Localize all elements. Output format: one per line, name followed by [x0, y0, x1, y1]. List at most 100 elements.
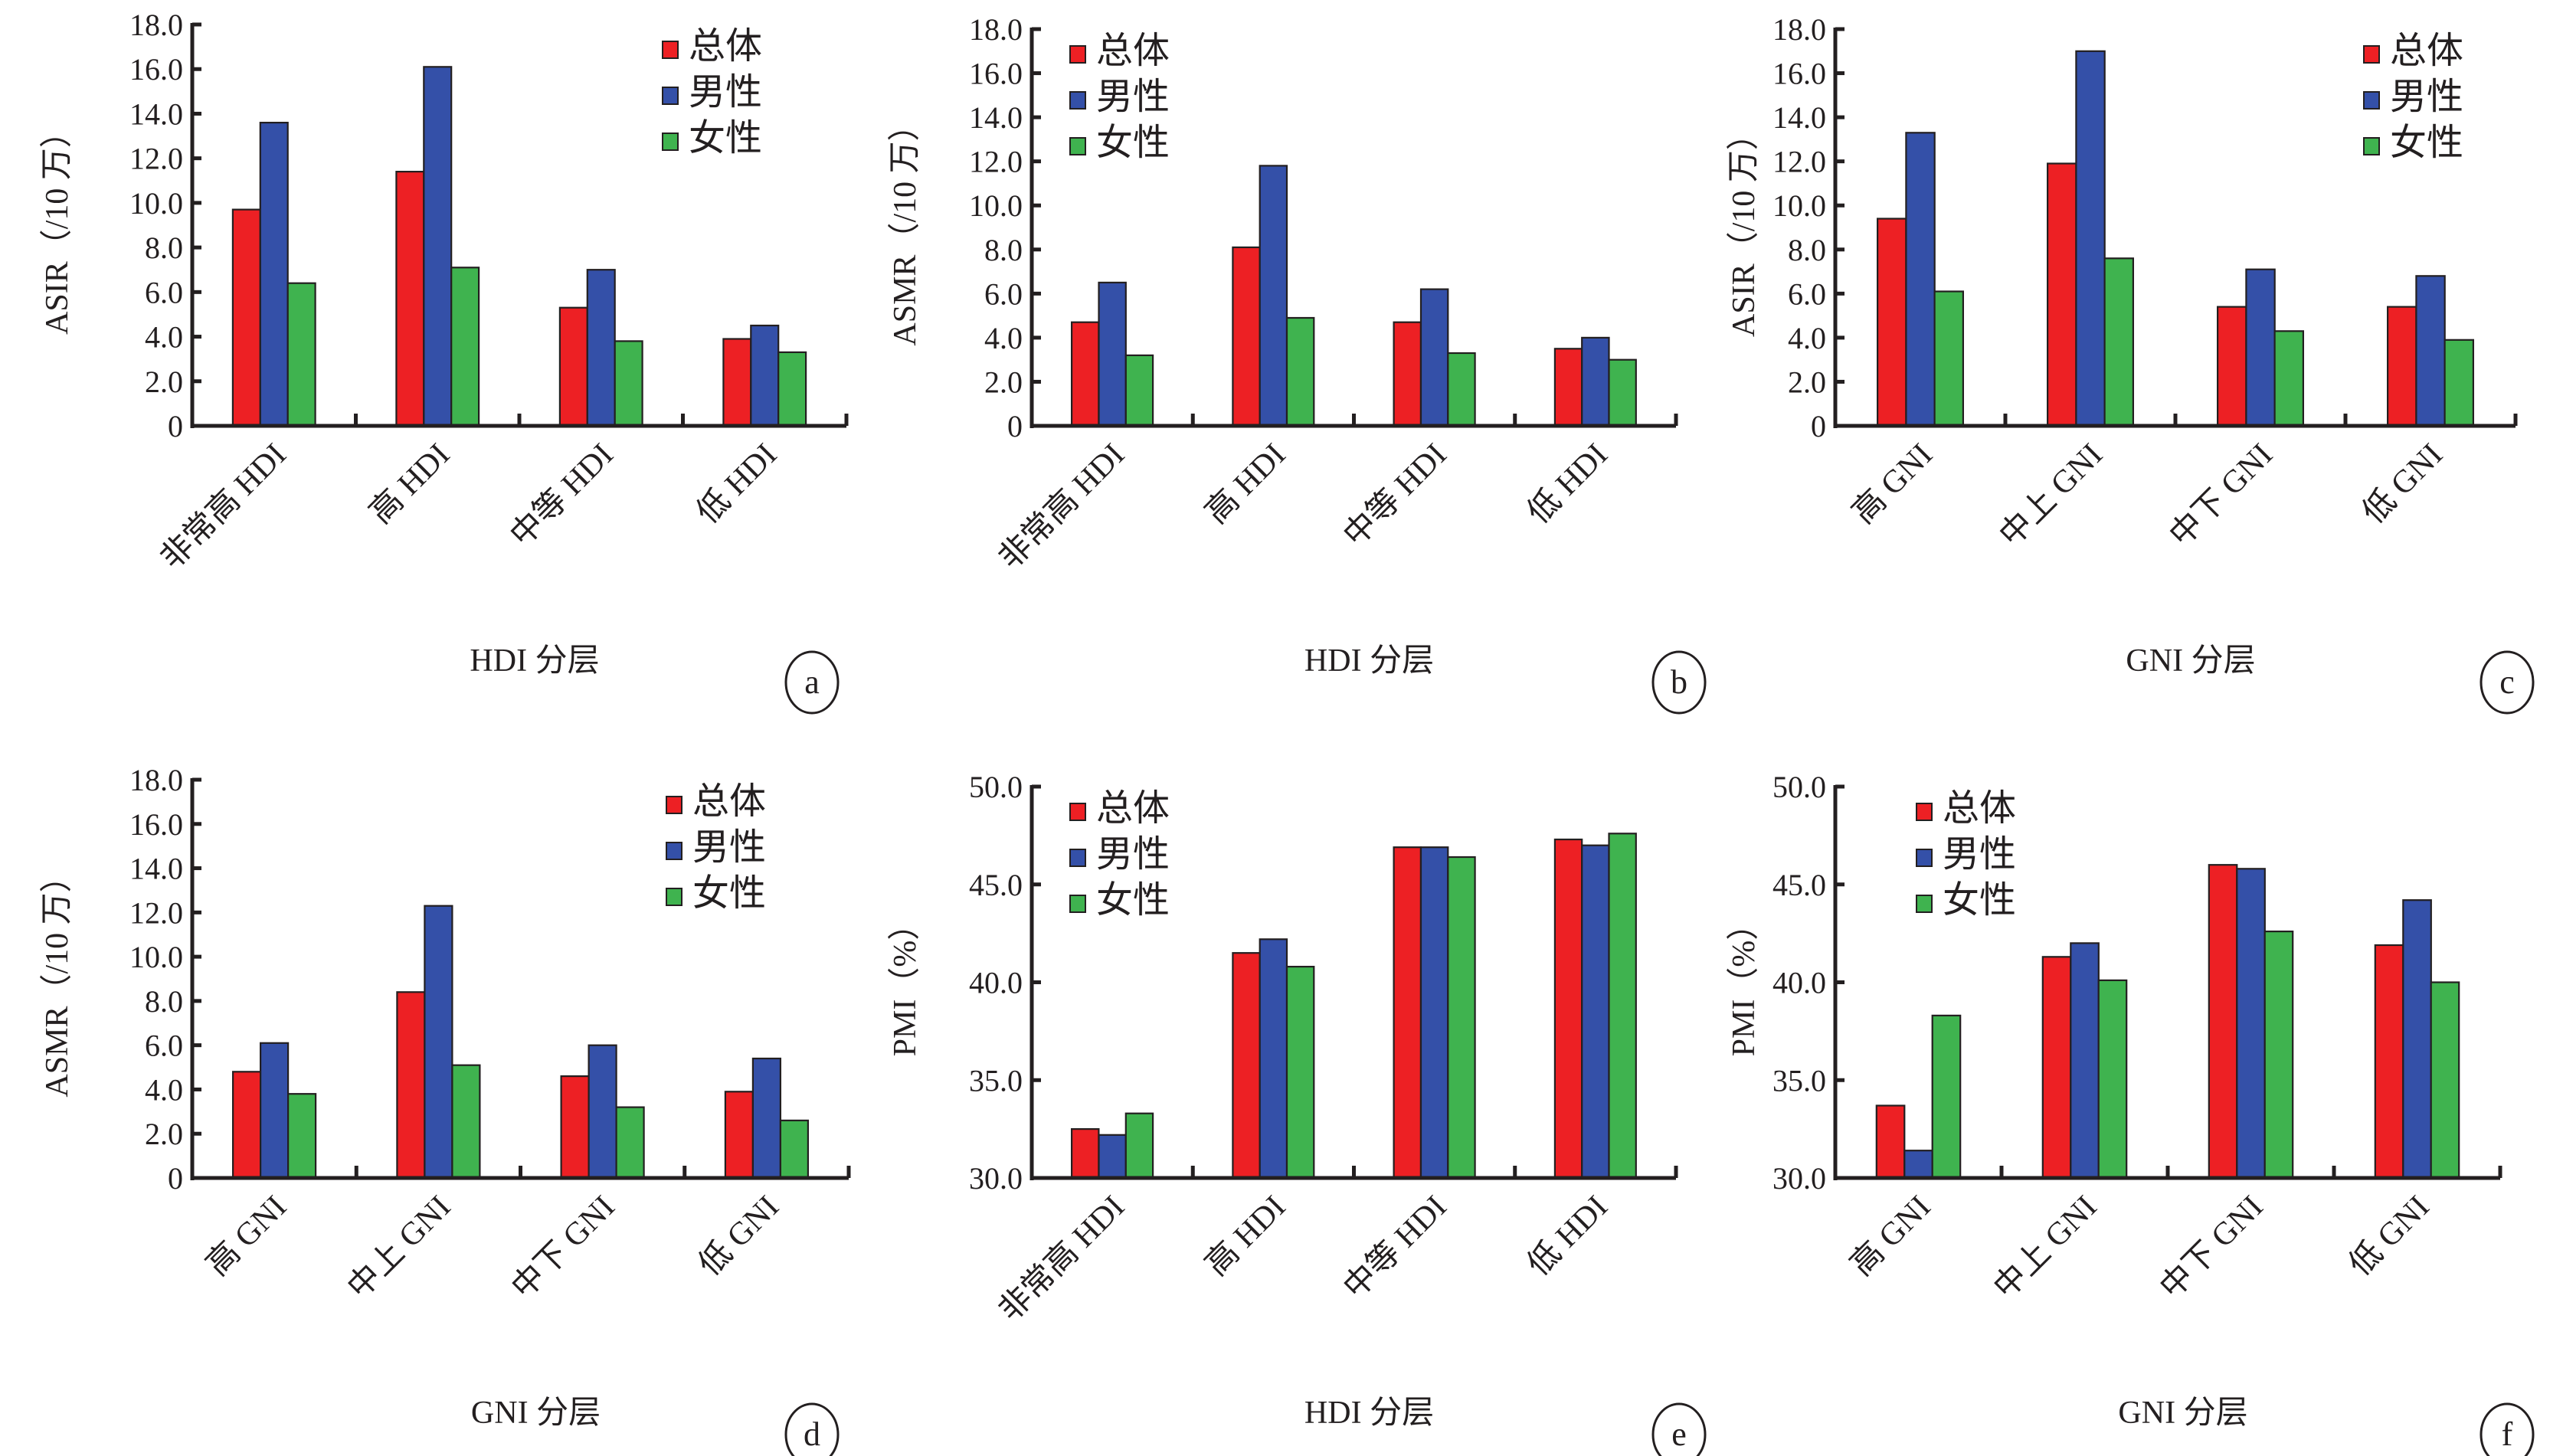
y-tick-label: 4.0 [984, 321, 1023, 355]
bar-a-1-2 [450, 267, 480, 427]
legend-swatch [1069, 91, 1086, 110]
y-tick-label: 50.0 [969, 770, 1023, 804]
x-axis-title: GNI 分层 [2126, 643, 2255, 679]
bar-e-1-2 [1285, 965, 1315, 1180]
y-tick-label: 8.0 [984, 233, 1023, 267]
bar-a-2-1 [586, 269, 616, 427]
x-category-label: 中上 GNI [341, 1189, 457, 1306]
chart-panel-e: 30.0 35.0 40.0 45.0 50.0 非常高 HDI 高 HDI 中等 HDI 低 … [888, 770, 1707, 1456]
y-tick-label: 6.0 [145, 275, 183, 309]
legend-swatch [1069, 45, 1086, 64]
bar-f-3-1 [2402, 899, 2432, 1180]
y-tick-label: 4.0 [145, 1072, 183, 1107]
legend-swatch [1069, 803, 1086, 821]
legend-swatch [1069, 849, 1086, 867]
y-tick-label: 14.0 [129, 97, 183, 131]
bar-c-0-1 [1905, 132, 1936, 427]
y-tick-label: 12.0 [129, 895, 183, 930]
bar-b-1-0 [1232, 246, 1261, 427]
y-tick-label: 0 [168, 409, 183, 443]
panel-letter: e [1671, 1415, 1687, 1453]
y-tick-label: 12.0 [129, 142, 183, 176]
bar-b-2-0 [1393, 321, 1422, 427]
bar-f-2-1 [2236, 868, 2266, 1180]
legend-label: 总体 [692, 781, 766, 822]
bar-f-3-0 [2374, 944, 2404, 1180]
legend-swatch [1916, 803, 1933, 821]
y-tick-label: 10.0 [129, 186, 183, 221]
bar-d-2-2 [615, 1106, 645, 1180]
bar-f-2-2 [2263, 930, 2294, 1180]
bar-c-3-2 [2444, 339, 2475, 427]
bar-c-1-2 [2103, 257, 2135, 427]
y-tick-label: 0 [1811, 409, 1826, 443]
x-category-label: 高 HDI [1199, 437, 1292, 531]
legend-label: 女性 [692, 873, 766, 914]
y-tick-label: 30.0 [969, 1161, 1023, 1196]
bar-b-3-0 [1553, 348, 1583, 427]
legend-label: 总体 [689, 26, 762, 67]
bar-c-1-1 [2075, 50, 2106, 427]
y-tick-label: 45.0 [969, 868, 1023, 902]
legend-swatch [662, 87, 679, 105]
bar-d-3-1 [751, 1057, 782, 1180]
bar-a-1-1 [423, 66, 453, 427]
bar-c-3-1 [2415, 275, 2446, 427]
legend-label: 男性 [692, 827, 766, 868]
y-tick-label: 18.0 [129, 8, 183, 42]
x-category-label: 中下 GNI [2163, 437, 2280, 554]
y-axis-title: ASIR（/10 万） [40, 116, 75, 335]
bar-e-3-2 [1608, 833, 1637, 1180]
bar-f-0-2 [1931, 1014, 1962, 1180]
y-tick-label: 4.0 [145, 320, 183, 355]
panel-letter-circle [1651, 1402, 1707, 1456]
legend-label: 男性 [1096, 834, 1170, 875]
bar-c-1-0 [2047, 162, 2077, 427]
y-tick-label: 14.0 [129, 852, 183, 886]
y-tick-label: 16.0 [969, 57, 1023, 91]
legend-swatch [2363, 137, 2380, 155]
bar-a-0-0 [231, 208, 261, 427]
bar-d-1-2 [451, 1064, 481, 1180]
x-category-label: 中上 GNI [1993, 437, 2110, 554]
legend-label: 总体 [1096, 788, 1170, 829]
y-tick-label: 10.0 [129, 940, 183, 974]
bar-c-3-0 [2387, 306, 2417, 427]
y-tick-label: 14.0 [1772, 100, 1826, 135]
y-tick-label: 16.0 [1772, 57, 1826, 91]
bar-a-3-2 [777, 351, 807, 427]
panel-letter: b [1671, 663, 1687, 701]
panel-letter: f [2502, 1415, 2513, 1453]
y-tick-label: 16.0 [129, 52, 183, 87]
y-tick-label: 6.0 [1788, 276, 1826, 311]
x-axis-title: HDI 分层 [470, 643, 599, 679]
y-tick-label: 12.0 [969, 145, 1023, 179]
panel-letter-circle [2480, 650, 2535, 715]
legend-label: 男性 [689, 72, 762, 113]
bar-f-1-2 [2097, 979, 2128, 1180]
bar-d-1-1 [424, 905, 453, 1180]
legend-label: 女性 [1096, 880, 1170, 921]
bar-e-2-1 [1419, 846, 1449, 1180]
y-tick-label: 10.0 [969, 188, 1023, 223]
legend-label: 总体 [1943, 788, 2016, 829]
x-category-label: 中下 GNI [2153, 1189, 2270, 1306]
y-axis-title: ASIR（/10 万） [1727, 118, 1762, 337]
bar-c-2-1 [2245, 268, 2276, 427]
legend-label: 女性 [1943, 880, 2016, 921]
legend-label: 男性 [1096, 77, 1170, 117]
bar-c-0-0 [1877, 218, 1907, 427]
chart-panel-a: 0 2.0 4.0 6.0 8.0 10.0 12.0 14.0 16.0 18.0 非常高 HDI… [40, 8, 849, 715]
legend-swatch [1916, 895, 1933, 913]
legend-label: 女性 [2390, 123, 2463, 163]
legend-swatch [666, 888, 682, 906]
bar-c-2-2 [2273, 330, 2305, 427]
y-axis-title: PMI（%） [888, 908, 923, 1057]
bar-b-1-2 [1285, 316, 1315, 427]
panel-letter-circle [784, 650, 840, 715]
bar-f-3-2 [2430, 981, 2460, 1180]
panel-letter-circle [784, 1402, 840, 1456]
bar-f-2-0 [2208, 864, 2238, 1180]
